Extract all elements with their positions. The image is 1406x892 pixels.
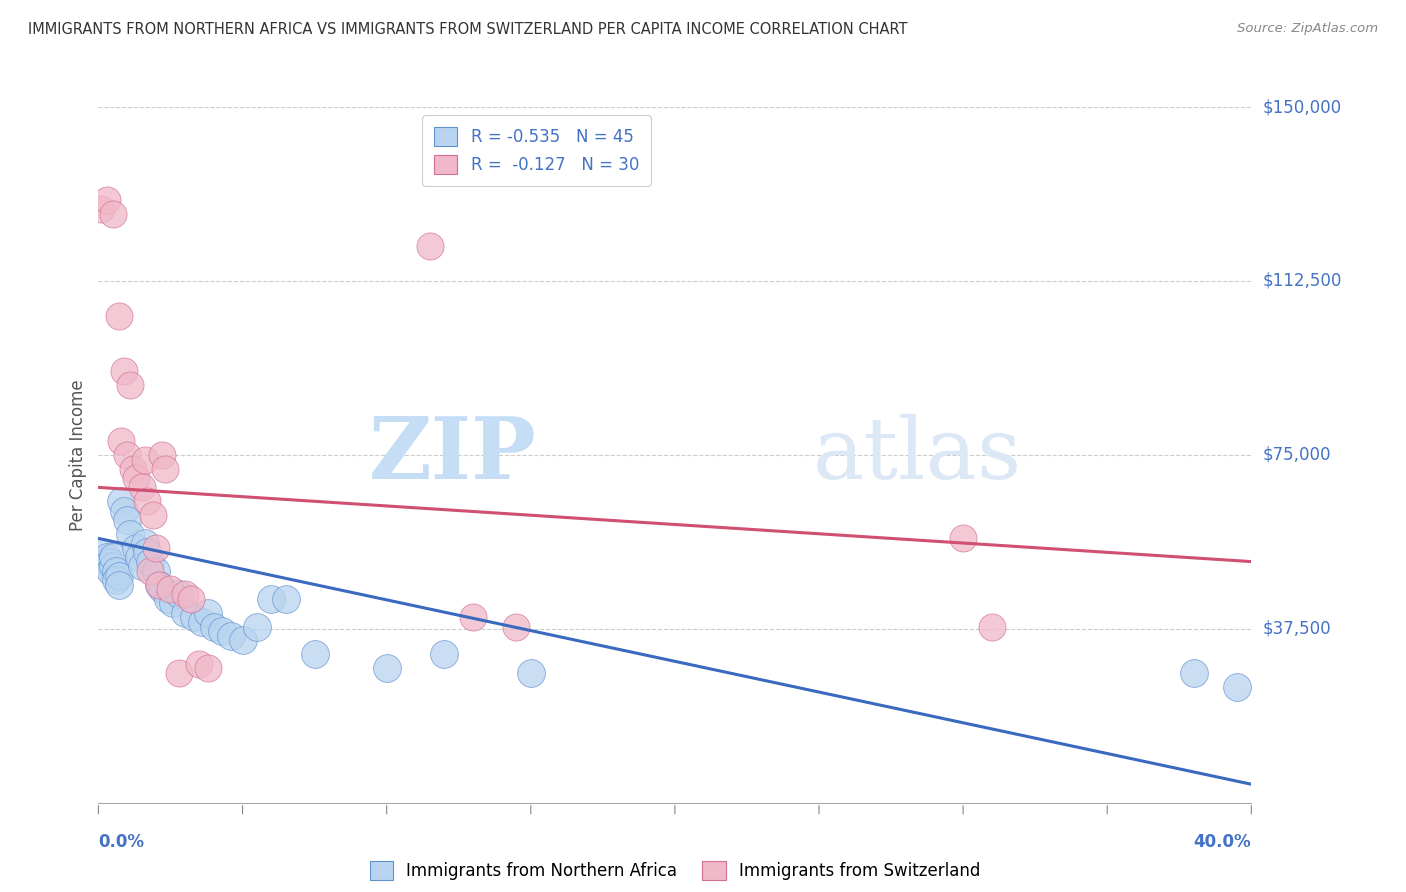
Y-axis label: Per Capita Income: Per Capita Income: [69, 379, 87, 531]
Point: [125, 471, 148, 485]
Point: [159, 582, 181, 597]
Point: [167, 665, 190, 680]
Point: [183, 610, 205, 624]
Point: [167, 587, 190, 601]
Point: [136, 545, 159, 559]
Point: [375, 661, 398, 675]
Point: [131, 480, 153, 494]
Point: [156, 591, 179, 606]
Legend: Immigrants from Northern Africa, Immigrants from Switzerland: Immigrants from Northern Africa, Immigra…: [361, 853, 988, 888]
Point: [136, 494, 159, 508]
Point: [117, 448, 138, 462]
Text: $37,500: $37,500: [1263, 620, 1331, 638]
Point: [231, 633, 254, 648]
Text: Source: ZipAtlas.com: Source: ZipAtlas.com: [1237, 22, 1378, 36]
Point: [134, 536, 156, 550]
Point: [128, 549, 150, 564]
Point: [1182, 665, 1205, 680]
Point: [202, 619, 225, 633]
Text: 0.0%: 0.0%: [98, 833, 145, 851]
Point: [117, 513, 138, 527]
Point: [191, 615, 214, 629]
Point: [98, 564, 121, 578]
Point: [131, 559, 153, 574]
Point: [174, 587, 197, 601]
Point: [104, 573, 127, 587]
Point: [952, 532, 974, 546]
Point: [98, 555, 121, 569]
Point: [148, 578, 170, 592]
Point: [162, 596, 184, 610]
Point: [110, 494, 132, 508]
Point: [139, 564, 162, 578]
Point: [219, 629, 242, 643]
Text: atlas: atlas: [813, 413, 1022, 497]
Point: [134, 452, 156, 467]
Point: [246, 619, 269, 633]
Point: [1226, 680, 1249, 694]
Point: [197, 606, 219, 620]
Point: [180, 591, 202, 606]
Point: [505, 619, 527, 633]
Text: $150,000: $150,000: [1263, 98, 1341, 116]
Point: [274, 591, 297, 606]
Point: [90, 545, 112, 559]
Point: [112, 503, 135, 517]
Point: [148, 578, 170, 592]
Point: [139, 555, 162, 569]
Point: [122, 462, 145, 476]
Point: [96, 559, 118, 574]
Point: [145, 541, 167, 555]
Point: [145, 564, 167, 578]
Point: [104, 564, 127, 578]
Point: [96, 549, 118, 564]
Point: [120, 378, 142, 392]
Text: $112,500: $112,500: [1263, 272, 1341, 290]
Point: [150, 448, 173, 462]
Text: ZIP: ZIP: [368, 413, 537, 497]
Point: [125, 541, 148, 555]
Text: IMMIGRANTS FROM NORTHERN AFRICA VS IMMIGRANTS FROM SWITZERLAND PER CAPITA INCOME: IMMIGRANTS FROM NORTHERN AFRICA VS IMMIG…: [28, 22, 908, 37]
Point: [96, 193, 118, 207]
Point: [93, 555, 115, 569]
Point: [90, 202, 112, 216]
Point: [101, 559, 124, 574]
Point: [150, 582, 173, 597]
Point: [120, 526, 142, 541]
Point: [112, 364, 135, 378]
Point: [260, 591, 283, 606]
Point: [101, 207, 124, 221]
Point: [110, 434, 132, 448]
Text: $75,000: $75,000: [1263, 446, 1331, 464]
Point: [981, 619, 1004, 633]
Point: [174, 606, 197, 620]
Point: [153, 462, 176, 476]
Point: [107, 568, 129, 582]
Point: [304, 648, 326, 662]
Point: [520, 665, 543, 680]
Point: [433, 648, 456, 662]
Point: [188, 657, 211, 671]
Point: [107, 309, 129, 323]
Point: [461, 610, 484, 624]
Point: [211, 624, 233, 639]
Point: [142, 508, 165, 523]
Text: 40.0%: 40.0%: [1194, 833, 1251, 851]
Point: [419, 239, 441, 253]
Point: [101, 549, 124, 564]
Point: [197, 661, 219, 675]
Point: [107, 578, 129, 592]
